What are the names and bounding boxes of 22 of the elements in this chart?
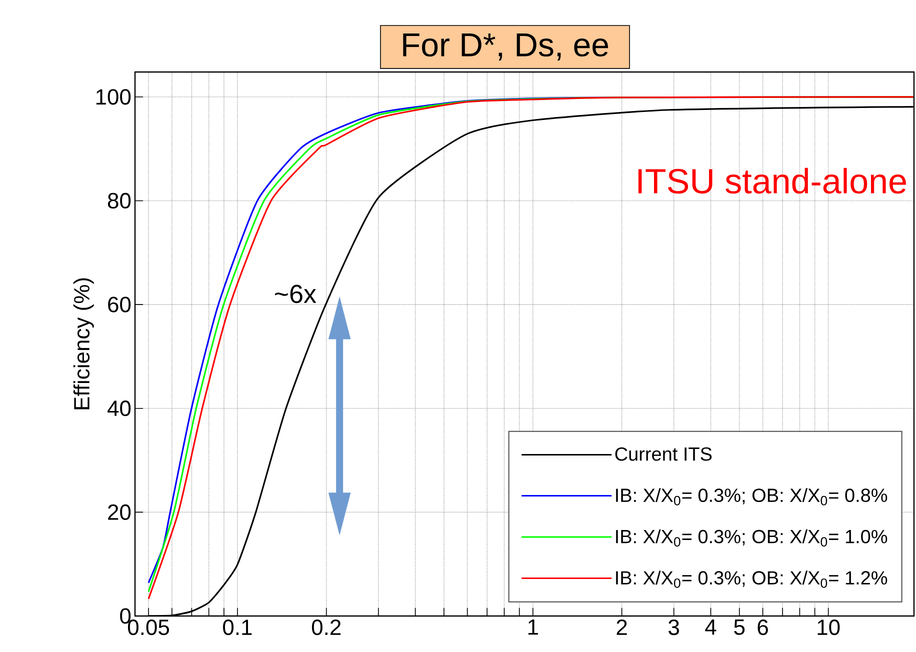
legend-label: IB: X/X$_{0}$= 0.3%; OB: X/X$_{0}$= 1.2% xyxy=(616,570,888,588)
legend-label: IB: X/X$_{0}$= 0.3%; OB: X/X$_{0}$= 0.8% xyxy=(616,488,888,506)
x-tick-label: 4 xyxy=(705,620,716,635)
y-tick-label: 80 xyxy=(108,192,131,209)
x-tick-label: 5 xyxy=(734,620,745,635)
x-tick-label: 1 xyxy=(528,620,538,635)
legend-label: IB: X/X$_{0}$= 0.3%; OB: X/X$_{0}$= 1.0% xyxy=(616,529,888,547)
y-axis-title: Efficiency (%) xyxy=(73,278,94,410)
y-tick-label: 20 xyxy=(108,504,131,520)
y-tick-label: 60 xyxy=(108,296,131,312)
x-tick-label: 10 xyxy=(818,620,840,636)
y-tick-label: 40 xyxy=(108,400,131,416)
annotation: ITSU stand-alone xyxy=(638,168,906,194)
x-tick-label: 3 xyxy=(668,620,679,636)
legend-label: Current ITS xyxy=(615,447,712,461)
chart-title: For D*, Ds, ee xyxy=(403,34,608,60)
x-tick-label: 2 xyxy=(616,620,627,635)
annotation: ~6x xyxy=(275,284,316,304)
x-tick-label: 0.2 xyxy=(312,620,341,636)
y-tick-label: 100 xyxy=(96,89,131,105)
x-tick-label: 6 xyxy=(758,620,768,636)
x-tick-label: 0.1 xyxy=(223,620,252,636)
